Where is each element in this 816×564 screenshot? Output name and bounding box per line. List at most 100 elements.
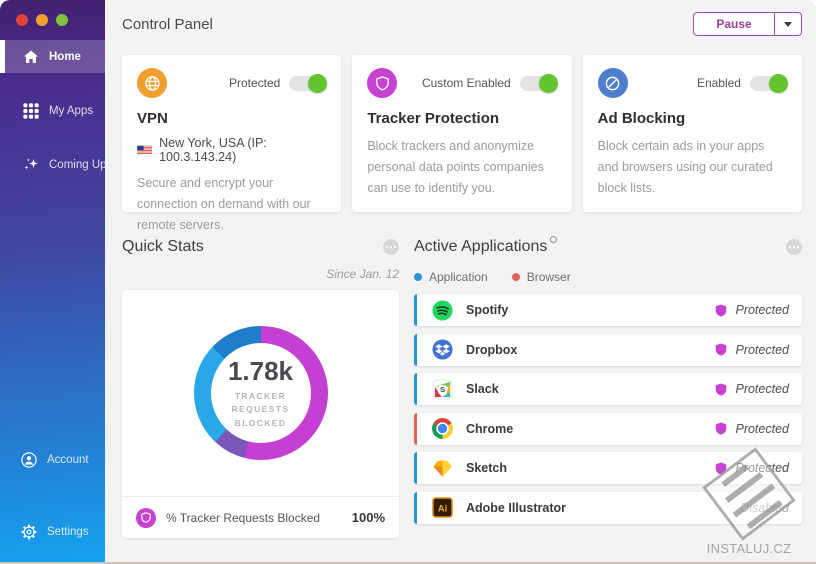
sidebar: Home My Apps Coming Up Account Settings <box>0 0 107 562</box>
topbar: Control Panel Pause <box>122 0 802 48</box>
app-status-text: Protected <box>735 342 789 357</box>
app-name: Slack <box>466 382 499 396</box>
app-name: Sketch <box>466 461 507 475</box>
vpn-location: New York, USA (IP: 100.3.143.24) <box>137 136 326 164</box>
protection-shield-icon <box>716 343 727 356</box>
page-title: Control Panel <box>122 15 213 33</box>
sidebar-item-label: Coming Up <box>49 158 107 171</box>
minimize-window-button[interactable] <box>36 14 48 26</box>
globe-icon <box>137 68 167 98</box>
app-row-spotify[interactable]: Spotify Protected <box>414 294 802 326</box>
sidebar-item-label: Account <box>47 453 89 466</box>
sidebar-item-settings[interactable]: Settings <box>0 515 105 548</box>
protection-shield-icon <box>716 422 727 435</box>
app-row-chrome[interactable]: Chrome Protected <box>414 412 802 445</box>
info-icon[interactable] <box>550 236 558 243</box>
app-status-text: Protected <box>735 421 789 436</box>
apps-list: Spotify Protected Dropbox Protected S Sl… <box>414 294 802 524</box>
active-apps-title: Active Applications <box>414 236 558 256</box>
app-row-dropbox[interactable]: Dropbox Protected <box>414 333 802 366</box>
app-type-bar <box>414 294 417 326</box>
app-status-text: Disabled <box>740 500 789 515</box>
donut-label: TRACKER REQUESTS BLOCKED <box>231 391 290 428</box>
active-apps-section: Active Applications Application Browser S… <box>414 236 802 538</box>
svg-text:S: S <box>440 385 445 394</box>
spotify-icon <box>432 299 453 321</box>
sketch-icon <box>432 458 453 479</box>
app-row-sketch[interactable]: Sketch Protected <box>414 452 802 484</box>
card-state: Protected <box>228 73 328 93</box>
toggle-switch[interactable] <box>749 73 788 93</box>
sidebar-nav: Home My Apps Coming Up <box>0 40 107 181</box>
status-label: Custom Enabled <box>421 76 511 90</box>
app-name: Spotify <box>466 303 509 317</box>
status-label: Protected <box>228 76 281 90</box>
app-row-slack[interactable]: S Slack Protected <box>414 373 802 405</box>
active-apps-more-icon[interactable] <box>786 239 802 255</box>
stats-footer-value: 100% <box>351 510 385 525</box>
slack-icon: S <box>432 378 453 400</box>
app-status: Protected <box>715 461 789 475</box>
card-description: Block certain ads in your apps and brows… <box>597 139 773 195</box>
sparkles-icon <box>22 156 39 173</box>
close-window-button[interactable] <box>16 14 28 26</box>
app-status: Protected <box>715 303 789 317</box>
sidebar-item-account[interactable]: Account <box>0 443 105 476</box>
zoom-window-button[interactable] <box>56 14 68 26</box>
sidebar-item-coming-up[interactable]: Coming Up <box>0 148 107 181</box>
toggle-switch[interactable] <box>289 73 328 93</box>
card-header: Enabled <box>597 68 788 98</box>
card-state: Enabled <box>696 73 788 93</box>
lower-section: Quick Stats Since Jan. 12 1.78k TRACKER R… <box>122 236 802 538</box>
feature-card-ad-blocking: Enabled Ad Blocking Block certain ads in … <box>582 55 802 212</box>
app-row-adobe-illustrator[interactable]: Ai Adobe Illustrator Disabled <box>414 491 802 524</box>
donut-chart-wrap: 1.78k TRACKER REQUESTS BLOCKED <box>122 290 399 496</box>
adobe-illustrator-icon: Ai <box>432 497 453 518</box>
donut-center: 1.78k TRACKER REQUESTS BLOCKED <box>210 343 311 443</box>
stats-footer: % Tracker Requests Blocked 100% <box>122 496 399 538</box>
toggle-knob <box>538 73 558 93</box>
active-apps-header: Active Applications <box>414 236 802 258</box>
card-description: Block trackers and anonymize personal da… <box>367 139 544 195</box>
chrome-icon <box>432 418 453 439</box>
card-header: Protected <box>137 68 328 98</box>
app-name: Chrome <box>466 421 514 436</box>
card-header: Custom Enabled <box>367 68 558 98</box>
home-icon <box>22 48 39 65</box>
app-status: Protected <box>715 343 789 357</box>
svg-text:Ai: Ai <box>438 504 448 515</box>
legend-dot-icon <box>511 273 520 281</box>
shield-icon <box>367 68 398 98</box>
app-status: Protected <box>715 382 789 396</box>
quick-stats-more-icon[interactable] <box>383 239 399 255</box>
legend-label: Browser <box>526 270 571 284</box>
card-title: Ad Blocking <box>597 110 686 127</box>
status-label: Enabled <box>696 76 741 90</box>
sidebar-item-my-apps[interactable]: My Apps <box>0 94 105 127</box>
apps-legend: Application Browser <box>414 269 802 285</box>
quick-stats-card: 1.78k TRACKER REQUESTS BLOCKED % Tracker R… <box>122 290 399 538</box>
toggle-knob <box>308 73 328 93</box>
pause-dropdown-button[interactable] <box>774 13 801 35</box>
donut-chart: 1.78k TRACKER REQUESTS BLOCKED <box>193 326 328 460</box>
feature-card-tracker-protection: Custom Enabled Tracker Protection Block t… <box>352 55 572 212</box>
app-type-bar <box>414 412 417 445</box>
sidebar-item-label: Settings <box>47 525 89 538</box>
protection-shield-icon <box>716 383 727 396</box>
sidebar-item-home[interactable]: Home <box>0 40 105 73</box>
vpn-location-text: New York, USA (IP: 100.3.143.24) <box>159 136 267 164</box>
app-status-text: Protected <box>735 303 789 317</box>
card-state: Custom Enabled <box>421 73 558 93</box>
toggle-switch[interactable] <box>519 73 558 93</box>
donut-value: 1.78k <box>227 356 294 387</box>
pause-button[interactable]: Pause <box>716 17 752 31</box>
legend-item-browser: Browser <box>511 270 571 284</box>
toggle-knob <box>768 73 788 93</box>
block-icon <box>597 68 628 98</box>
quick-stats-title: Quick Stats <box>122 238 204 255</box>
legend-label: Application <box>429 270 488 284</box>
feature-cards-row: Protected VPN New York, USA (IP: 100.3.14… <box>122 55 802 232</box>
feature-card-vpn: Protected VPN New York, USA (IP: 100.3.14… <box>122 55 342 232</box>
quick-stats-header: Quick Stats <box>122 236 399 258</box>
